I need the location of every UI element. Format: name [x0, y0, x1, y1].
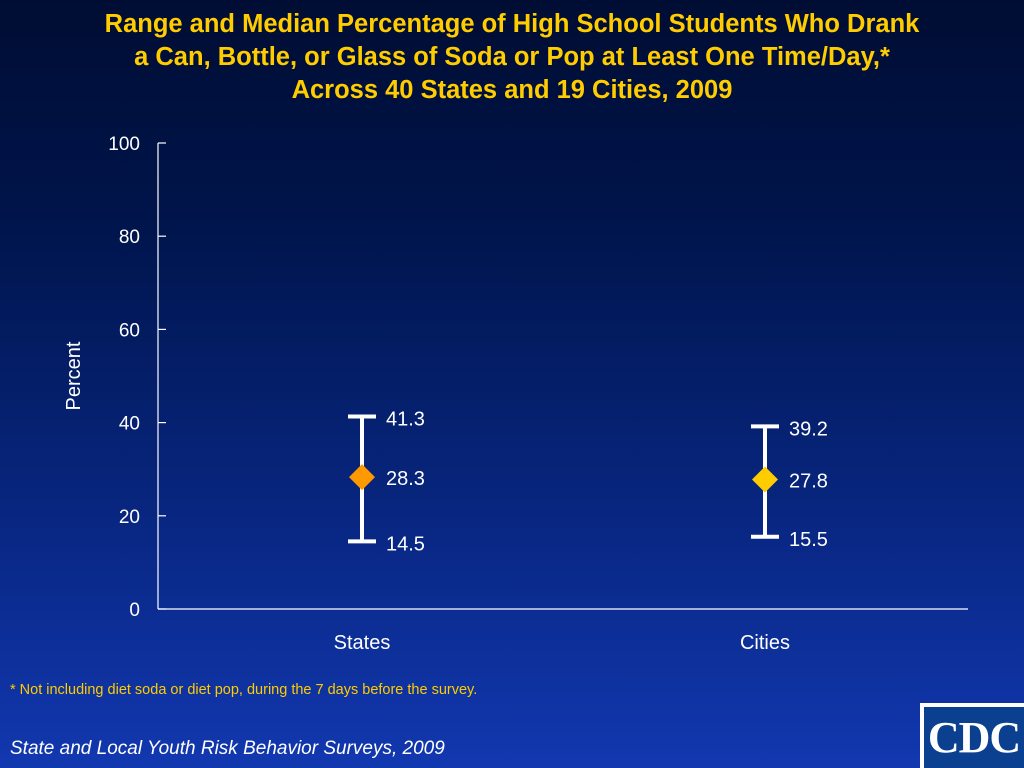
cities-min-label: 15.5	[789, 529, 828, 551]
title-line-3: Across 40 States and 19 Cities, 2009	[291, 76, 733, 104]
title-line-2: a Can, Bottle, or Glass of Soda or Pop a…	[134, 43, 890, 71]
y-tick-label-40: 40	[119, 414, 140, 435]
cities-median-label: 27.8	[789, 470, 828, 492]
y-tick-label-60: 60	[119, 320, 140, 341]
chart-title: Range and Median Percentage of High Scho…	[20, 8, 1004, 107]
footnote: * Not including diet soda or diet pop, d…	[10, 682, 478, 698]
source-citation: State and Local Youth Risk Behavior Surv…	[10, 738, 445, 759]
cdc-logo-text: CDC	[924, 707, 1024, 768]
y-tick-label-80: 80	[119, 227, 140, 248]
y-tick-label-20: 20	[119, 507, 140, 528]
y-tick-label-0: 0	[129, 600, 140, 621]
states-max-label: 41.3	[386, 409, 425, 431]
cities-median-marker	[752, 466, 778, 493]
states-median-marker	[349, 464, 375, 491]
title-line-1: Range and Median Percentage of High Scho…	[104, 10, 920, 38]
cdc-logo: CDC	[920, 703, 1024, 768]
states-min-label: 14.5	[386, 533, 425, 555]
states-median-label: 28.3	[386, 468, 425, 490]
x-category-label-states: States	[334, 632, 391, 654]
y-tick-label-100: 100	[108, 134, 140, 155]
x-category-label-cities: Cities	[740, 632, 790, 654]
y-axis-label: Percent	[63, 341, 85, 410]
cities-max-label: 39.2	[789, 418, 828, 440]
